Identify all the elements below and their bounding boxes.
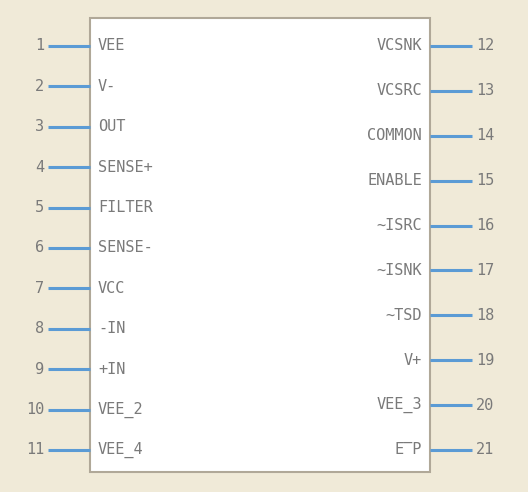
Text: OUT: OUT: [98, 119, 125, 134]
Text: ~ISRC: ~ISRC: [376, 218, 422, 233]
Text: 14: 14: [476, 128, 494, 143]
Text: 10: 10: [26, 402, 44, 417]
Text: +IN: +IN: [98, 362, 125, 377]
Text: 21: 21: [476, 442, 494, 458]
Text: 13: 13: [476, 83, 494, 98]
Text: VCC: VCC: [98, 281, 125, 296]
Text: ~ISNK: ~ISNK: [376, 263, 422, 278]
Text: 1: 1: [35, 38, 44, 54]
Text: 5: 5: [35, 200, 44, 215]
Text: 6: 6: [35, 241, 44, 255]
Text: 8: 8: [35, 321, 44, 337]
Text: ~TSD: ~TSD: [385, 308, 422, 323]
Text: 2: 2: [35, 79, 44, 94]
Text: VEE: VEE: [98, 38, 125, 54]
Text: -IN: -IN: [98, 321, 125, 337]
Text: V-: V-: [98, 79, 116, 94]
Text: FILTER: FILTER: [98, 200, 153, 215]
Text: 3: 3: [35, 119, 44, 134]
Text: 20: 20: [476, 398, 494, 413]
Text: 9: 9: [35, 362, 44, 377]
Text: 7: 7: [35, 281, 44, 296]
Text: 11: 11: [26, 442, 44, 458]
Text: 18: 18: [476, 308, 494, 323]
Text: VCSNK: VCSNK: [376, 38, 422, 54]
Text: VEE_3: VEE_3: [376, 397, 422, 413]
Text: 16: 16: [476, 218, 494, 233]
Text: 15: 15: [476, 173, 494, 188]
Text: 17: 17: [476, 263, 494, 278]
Bar: [90, 18, 430, 472]
Text: SENSE+: SENSE+: [98, 160, 153, 175]
Text: 4: 4: [35, 160, 44, 175]
Text: COMMON: COMMON: [367, 128, 422, 143]
Text: 12: 12: [476, 38, 494, 54]
Text: E̅P: E̅P: [394, 442, 422, 458]
Text: 19: 19: [476, 353, 494, 368]
Text: VEE_2: VEE_2: [98, 401, 144, 418]
Text: VCSRC: VCSRC: [376, 83, 422, 98]
Text: V+: V+: [404, 353, 422, 368]
Text: ENABLE: ENABLE: [367, 173, 422, 188]
Text: SENSE-: SENSE-: [98, 241, 153, 255]
Text: VEE_4: VEE_4: [98, 442, 144, 458]
